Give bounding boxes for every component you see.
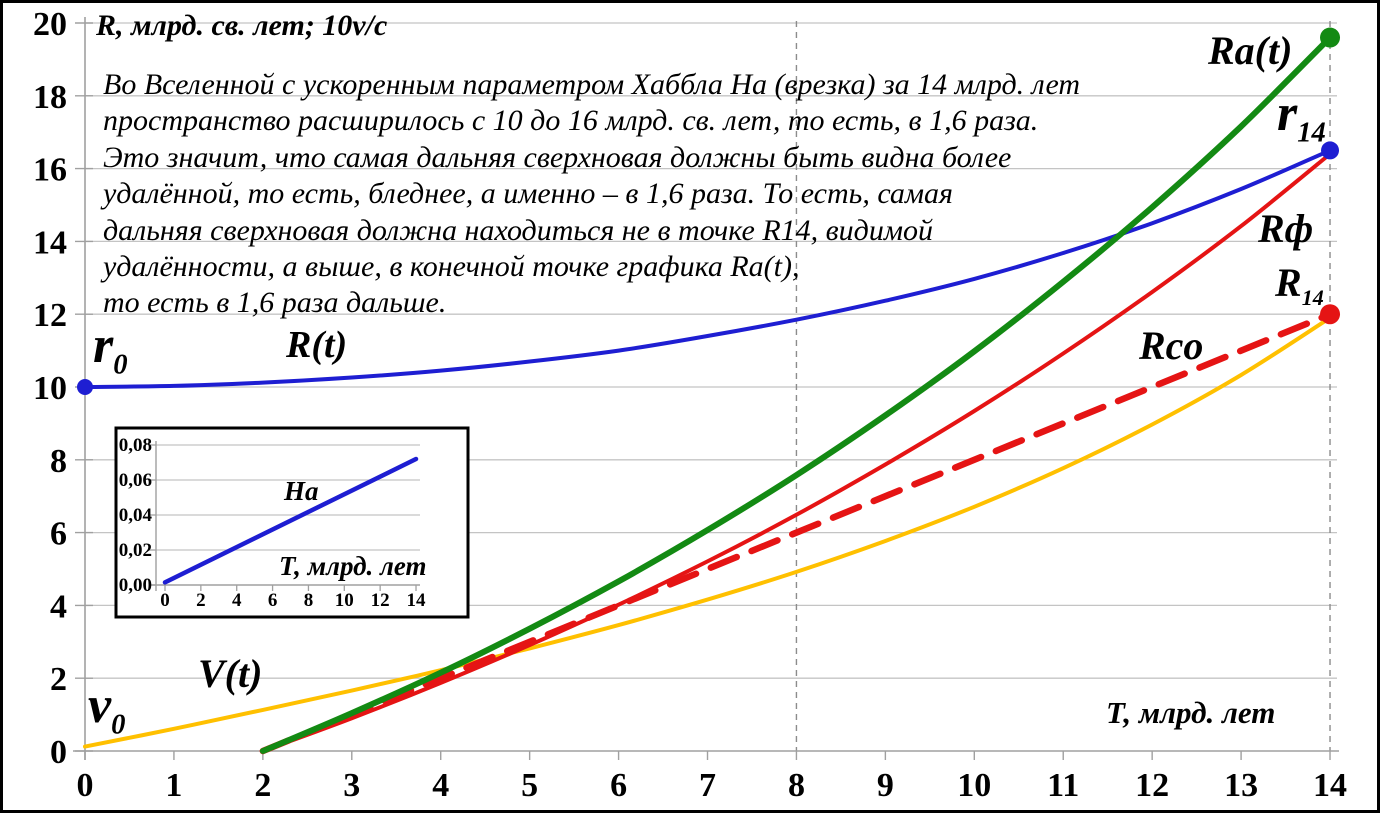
x-tick-label: 12 bbox=[1135, 767, 1169, 804]
curve-label-Ra_t: Ra(t) bbox=[1208, 28, 1293, 73]
curve-Rco bbox=[259, 310, 1334, 755]
inset-x-tick-label: 2 bbox=[196, 590, 206, 611]
annotation-line: дальняя сверхновая должна находиться не … bbox=[103, 213, 933, 247]
x-tick-label: 14 bbox=[1313, 767, 1347, 804]
y-tick-label: 16 bbox=[33, 152, 67, 189]
inset-y-tick-label: 0,02 bbox=[119, 540, 152, 561]
point-label-r14: r14 bbox=[1277, 85, 1326, 149]
inset-x-tick-label: 10 bbox=[335, 590, 354, 611]
y-tick-label: 14 bbox=[33, 224, 67, 261]
point-Ra14 bbox=[1320, 27, 1341, 48]
curve-label-Rco: Rco bbox=[1139, 323, 1204, 368]
point-r0 bbox=[77, 379, 93, 395]
x-axis-title: Т, млрд. лет bbox=[1106, 695, 1276, 730]
data-points bbox=[77, 27, 1341, 395]
inset-y-tick-label: 0,04 bbox=[119, 505, 153, 526]
inset-frame bbox=[114, 426, 470, 619]
inset-y-tick-label: 0,00 bbox=[119, 575, 152, 596]
point-label-R14: R14 bbox=[1275, 260, 1324, 310]
inset-x-tick-label: 4 bbox=[232, 590, 242, 611]
inset-x-tick-label: 12 bbox=[371, 590, 390, 611]
curve-Ra_t bbox=[259, 34, 1333, 754]
x-tick-label: 4 bbox=[432, 767, 449, 804]
curve-label-V_t: V(t) bbox=[198, 651, 263, 696]
inset-x-tick-label: 6 bbox=[268, 590, 278, 611]
x-tick-label: 6 bbox=[610, 767, 627, 804]
inset-y-tick-label: 0,08 bbox=[119, 435, 152, 456]
y-tick-label: 6 bbox=[50, 516, 67, 553]
point-R14 bbox=[1320, 304, 1341, 325]
y-tick-label: 20 bbox=[33, 6, 67, 43]
y-tick-label: 8 bbox=[50, 443, 67, 480]
annotation-line: удалённой, то есть, бледнее, а именно – … bbox=[103, 177, 953, 211]
inset-x-axis-title: Т, млрд. лет bbox=[279, 551, 427, 581]
y-tick-label: 2 bbox=[50, 661, 67, 698]
inset-x-tick-label: 0 bbox=[160, 590, 170, 611]
inset-x-tick-label: 8 bbox=[304, 590, 314, 611]
x-tick-label: 11 bbox=[1047, 767, 1079, 804]
curve-label-R_phi: Rф bbox=[1258, 206, 1314, 251]
point-label-v0: v0 bbox=[88, 677, 126, 741]
inset-chart: 0,00 0,02 0,04 0,06 0,08 0 2 4 6 8 10 12 14 bbox=[114, 426, 470, 619]
y-tick-label: 0 bbox=[50, 734, 67, 771]
annotation-line: то есть в 1,6 раза дальше. bbox=[103, 286, 447, 320]
y-tick-label: 4 bbox=[50, 588, 67, 625]
x-tick-label: 10 bbox=[957, 767, 991, 804]
annotation-line: Это значит, что самая дальняя сверхновая… bbox=[103, 140, 1012, 174]
curve-V_t bbox=[83, 315, 1332, 749]
x-tick-label: 7 bbox=[699, 767, 716, 804]
y-tick-label: 10 bbox=[33, 370, 67, 407]
y-tick-label: 12 bbox=[33, 297, 67, 334]
x-tick-label: 5 bbox=[521, 767, 538, 804]
annotation-line: Во Вселенной с ускоренным параметром Хаб… bbox=[103, 68, 1081, 101]
x-tick-label: 13 bbox=[1224, 767, 1258, 804]
x-tick-label: 8 bbox=[788, 767, 805, 804]
y-axis-title: R, млрд. св. лет; 10v/c bbox=[96, 9, 388, 42]
x-tick-label: 9 bbox=[877, 767, 894, 804]
annotation-line: пространство расширилось с 10 до 16 млрд… bbox=[103, 104, 1039, 138]
y-tick-label: 18 bbox=[33, 79, 67, 116]
curves bbox=[83, 34, 1334, 755]
point-label-r0: r0 bbox=[93, 317, 128, 381]
inset-x-tick-label: 14 bbox=[407, 590, 427, 611]
x-tick-label: 0 bbox=[77, 767, 94, 804]
x-tick-label: 3 bbox=[343, 767, 360, 804]
annotation-line: удалённости, а выше, в конечной точке гр… bbox=[103, 250, 800, 284]
annotation-text: Во Вселенной с ускоренным параметром Хаб… bbox=[103, 67, 1273, 322]
curve-R_phi bbox=[260, 152, 1332, 753]
inset-curve-Ha bbox=[162, 456, 419, 585]
inset-y-tick-label: 0,06 bbox=[119, 470, 152, 491]
x-tick-label: 2 bbox=[254, 767, 271, 804]
inset-title: На bbox=[284, 476, 319, 506]
x-tick-label: 1 bbox=[165, 767, 182, 804]
curve-label-R_t: R(t) bbox=[286, 324, 348, 366]
point-r14 bbox=[1321, 141, 1340, 160]
